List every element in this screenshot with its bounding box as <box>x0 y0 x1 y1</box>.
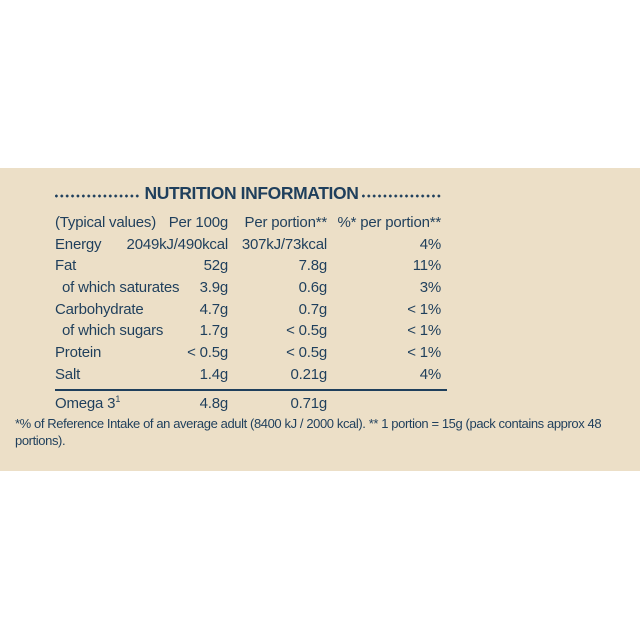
row-per-100g: 1.7g <box>199 322 229 340</box>
row-per-100g: 4.8g <box>199 394 229 412</box>
row-pct: < 1% <box>407 300 441 318</box>
row-per-100g: 3.9g <box>199 279 229 297</box>
reference-intake-footnote: *% of Reference Intake of an average adu… <box>15 416 602 448</box>
row-per-portion: < 0.5g <box>286 322 327 340</box>
row-label: of which saturates <box>62 279 180 297</box>
omega-label-text: Omega 3 <box>55 394 116 412</box>
header-per-portion: Per portion** <box>244 214 328 231</box>
row-label: Salt <box>55 365 81 383</box>
row-per-portion: 0.6g <box>298 279 328 297</box>
table-row-carbohydrate: Carbohydrate 4.7g 0.7g < 1% <box>55 299 447 321</box>
omega-footnote-marker: 1 <box>115 393 121 404</box>
row-per-portion: 0.21g <box>290 365 327 383</box>
row-label: Protein <box>55 344 102 362</box>
header-typical-values: (Typical values) <box>55 214 157 231</box>
row-per-portion: 0.71g <box>290 394 327 412</box>
nutrition-label-content: NUTRITION INFORMATION (Typical values) P… <box>55 183 447 414</box>
dotted-rule-left <box>55 193 141 198</box>
row-per-100g: 4.7g <box>199 300 229 318</box>
row-label: of which sugars <box>62 322 164 340</box>
row-pct: 3% <box>419 279 441 297</box>
row-per-portion: 7.8g <box>298 257 328 275</box>
table-header-row: (Typical values) Per 100g Per portion** … <box>55 212 447 234</box>
row-pct: 11% <box>412 257 442 275</box>
row-per-portion: 0.7g <box>298 300 328 318</box>
row-per-portion: < 0.5g <box>286 344 327 362</box>
row-label: Omega 31 <box>55 393 120 415</box>
nutrition-title: NUTRITION INFORMATION <box>144 182 359 203</box>
nutrition-label: NUTRITION INFORMATION (Typical values) P… <box>0 168 640 471</box>
header-pct-per-portion: %* per portion** <box>337 214 441 231</box>
table-row-saturates: of which saturates 3.9g 0.6g 3% <box>55 277 447 299</box>
row-label: Energy <box>55 235 102 253</box>
table-divider-rule <box>55 388 447 391</box>
table-row-omega-3: Omega 31 4.8g 0.71g <box>55 393 447 415</box>
dotted-rule-right <box>361 193 441 198</box>
row-pct: < 1% <box>407 344 441 362</box>
row-label: Fat <box>55 257 77 275</box>
table-row-salt: Salt 1.4g 0.21g 4% <box>55 364 447 386</box>
nutrition-table: (Typical values) Per 100g Per portion** … <box>55 212 447 414</box>
row-per-100g: 2049kJ/490kcal <box>126 235 229 253</box>
row-label: Carbohydrate <box>55 300 144 318</box>
table-row-sugars: of which sugars 1.7g < 0.5g < 1% <box>55 320 447 342</box>
row-pct: 4% <box>419 235 441 253</box>
row-per-100g: 52g <box>203 257 229 275</box>
nutrition-title-row: NUTRITION INFORMATION <box>55 183 447 203</box>
row-pct: < 1% <box>407 322 441 340</box>
table-row-fat: Fat 52g 7.8g 11% <box>55 255 447 277</box>
row-per-portion: 307kJ/73kcal <box>241 235 327 253</box>
table-row-protein: Protein < 0.5g < 0.5g < 1% <box>55 342 447 364</box>
table-row-energy: Energy 2049kJ/490kcal 307kJ/73kcal 4% <box>55 234 447 256</box>
row-per-100g: 1.4g <box>199 365 229 383</box>
header-per-100g: Per 100g <box>168 214 228 231</box>
row-pct: 4% <box>419 365 441 383</box>
row-per-100g: < 0.5g <box>187 344 228 362</box>
